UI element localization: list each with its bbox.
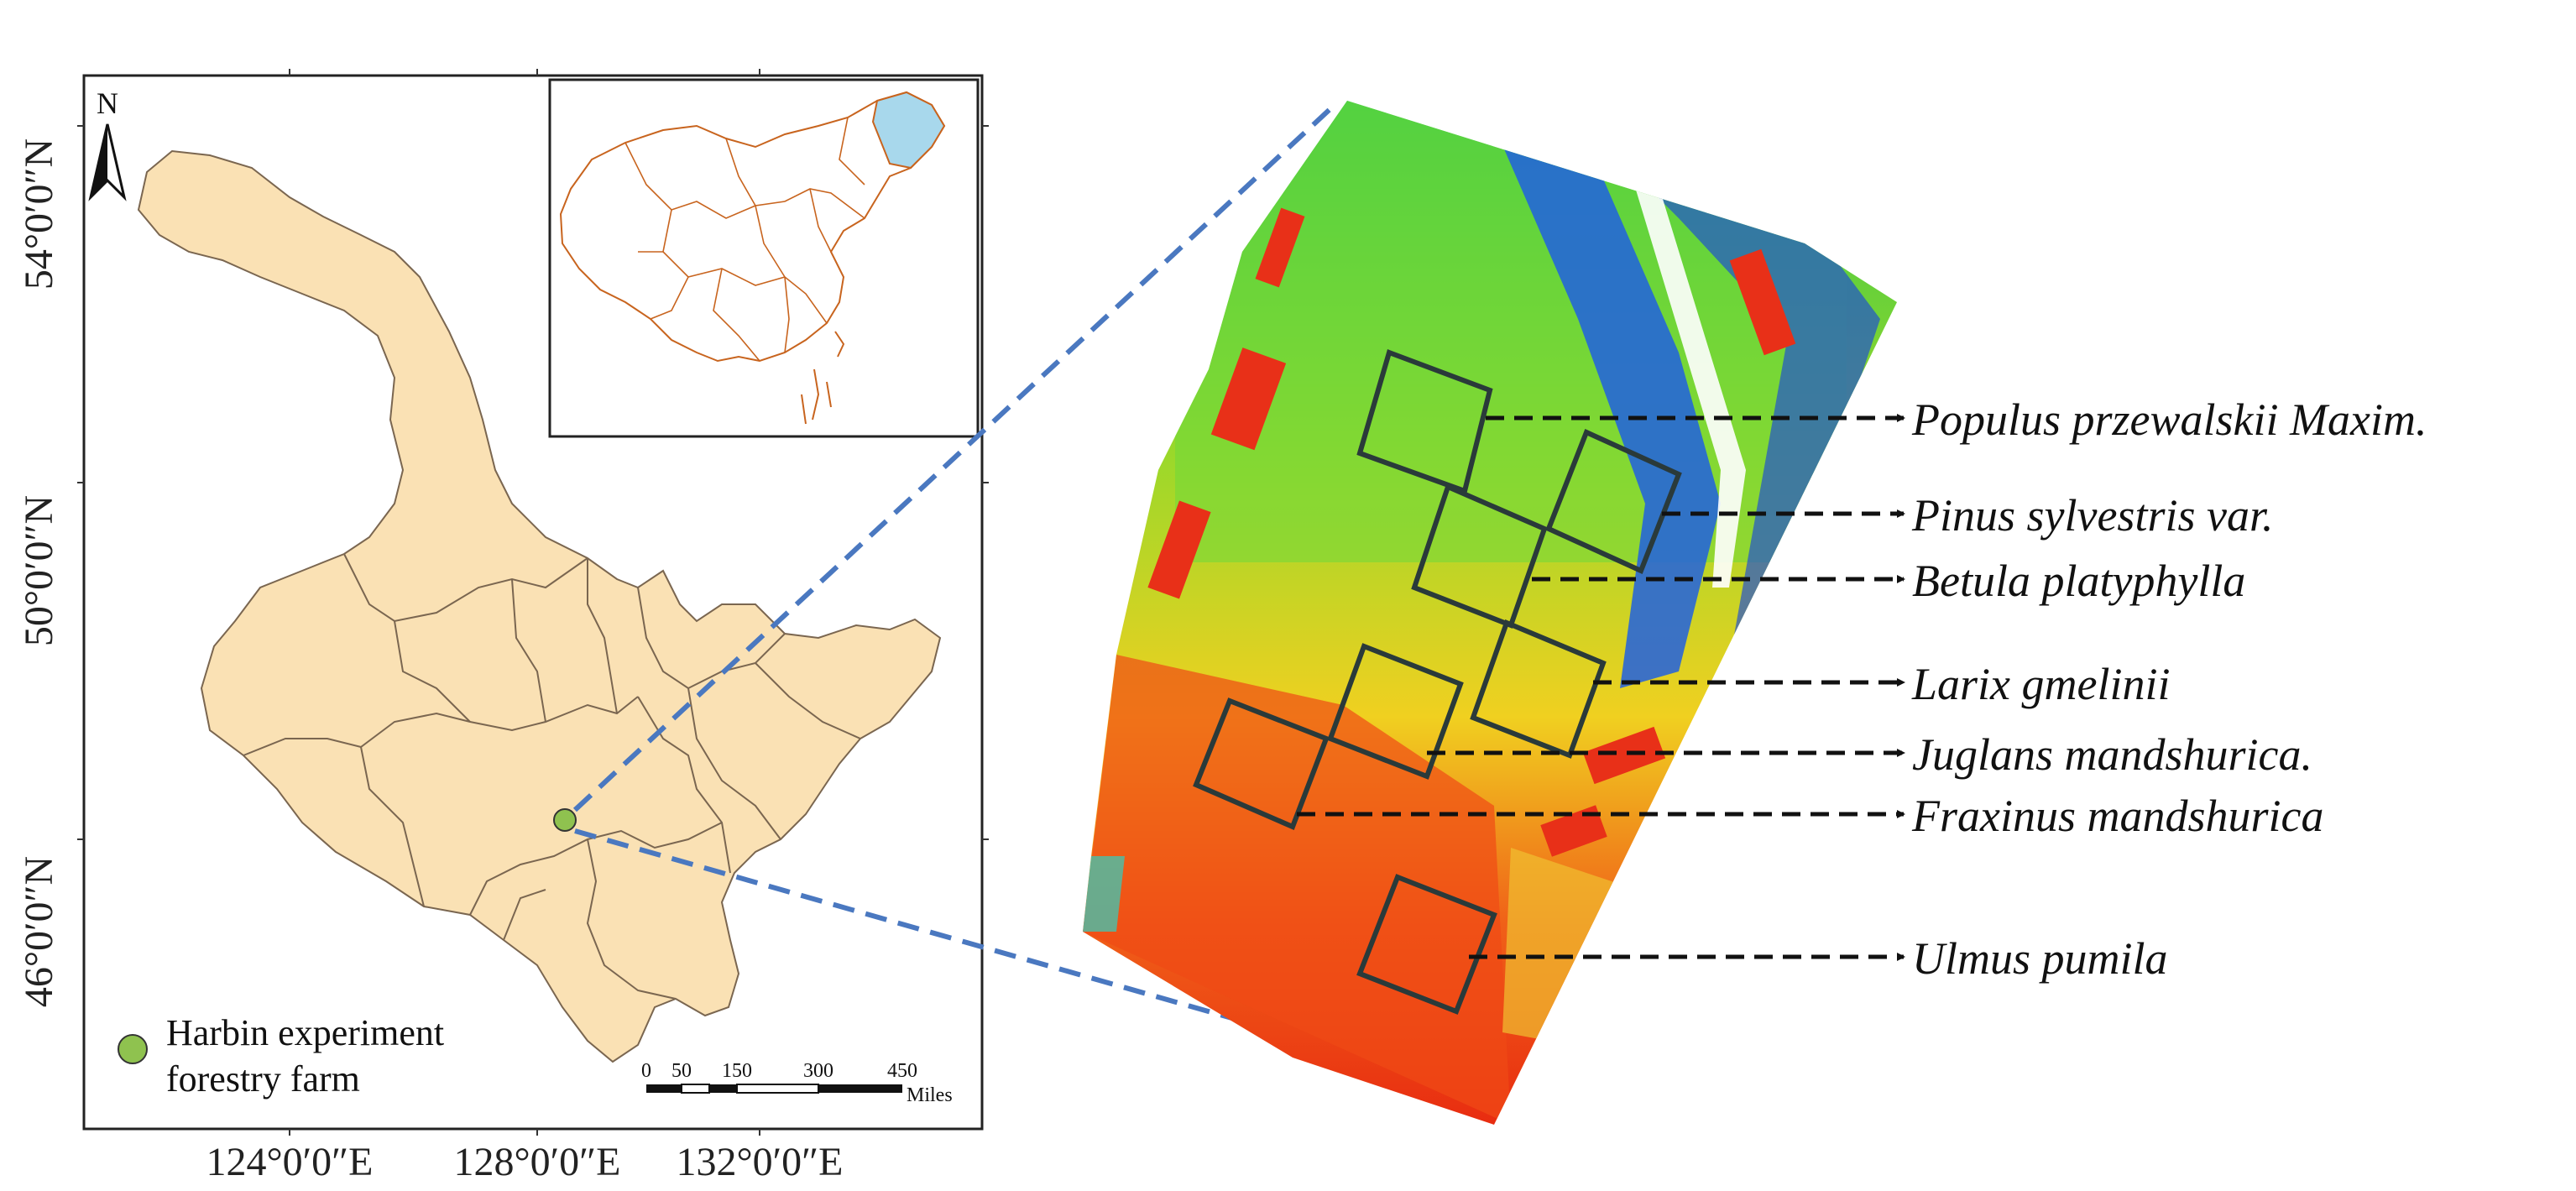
scale-unit: Miles	[907, 1084, 953, 1106]
county-boundaries	[243, 553, 861, 1000]
inset-china-outline	[559, 91, 946, 363]
lat-label-50: 50°0′0″N	[17, 495, 61, 646]
connector-lines	[572, 102, 1337, 1039]
plot-box-larix	[1470, 619, 1607, 759]
plot-box-pinus	[1545, 428, 1682, 575]
lon-label-132: 132°0′0″E	[676, 1140, 843, 1184]
scale-tick-0: 0	[641, 1060, 651, 1082]
plot-box-ulmus	[1356, 874, 1497, 1015]
plot-box-populus	[1356, 349, 1493, 494]
species-label-pinus: Pinus sylvestris var.	[1911, 490, 2273, 541]
scale-tick-150: 150	[722, 1060, 752, 1082]
lat-label-46: 46°0′0″N	[17, 856, 61, 1007]
inset-heilongjiang-highlight	[871, 91, 946, 170]
north-label: N	[97, 86, 118, 120]
map-panel: 54°0′0″N 50°0′0″N 46°0′0″N	[17, 69, 989, 1184]
legend-line1: Harbin experiment	[166, 1012, 444, 1053]
legend: Harbin experiment forestry farm	[118, 1012, 444, 1100]
species-label-ulmus: Ulmus pumila	[1912, 933, 2168, 984]
map-ticks	[77, 69, 989, 1136]
scale-tick-300: 300	[803, 1060, 833, 1082]
inset-province-lines	[624, 117, 865, 362]
north-arrow: N	[88, 86, 127, 201]
leader-lines	[1297, 414, 1905, 961]
legend-marker	[118, 1034, 148, 1064]
inset-map	[548, 78, 980, 438]
species-label-fraxinus: Fraxinus mandshurica	[1911, 791, 2323, 841]
lidar-image	[1083, 101, 1897, 1125]
province-shape	[137, 149, 942, 1063]
legend-line2: forestry farm	[166, 1058, 360, 1100]
scale-bar: 0 50 150 300 450 Miles	[641, 1060, 953, 1106]
species-label-larix: Larix gmelinii	[1911, 659, 2171, 709]
species-label-betula: Betula platyphylla	[1912, 556, 2245, 606]
harbin-marker	[553, 808, 577, 832]
scale-tick-50: 50	[671, 1060, 692, 1082]
species-label-populus: Populus przewalskii Maxim.	[1911, 394, 2427, 445]
lat-label-54: 54°0′0″N	[17, 138, 61, 290]
lon-label-124: 124°0′0″E	[206, 1140, 373, 1184]
lon-label-128: 128°0′0″E	[453, 1140, 620, 1184]
plot-box-fraxinus	[1193, 697, 1330, 831]
plot-box-juglans	[1327, 643, 1464, 780]
plot-boxes	[1193, 349, 1682, 1015]
inset-islands	[801, 331, 845, 425]
species-labels: Populus przewalskii Maxim. Pinus sylvest…	[1911, 394, 2427, 984]
scale-tick-450: 450	[887, 1060, 917, 1082]
species-label-juglans: Juglans mandshurica.	[1912, 729, 2312, 780]
